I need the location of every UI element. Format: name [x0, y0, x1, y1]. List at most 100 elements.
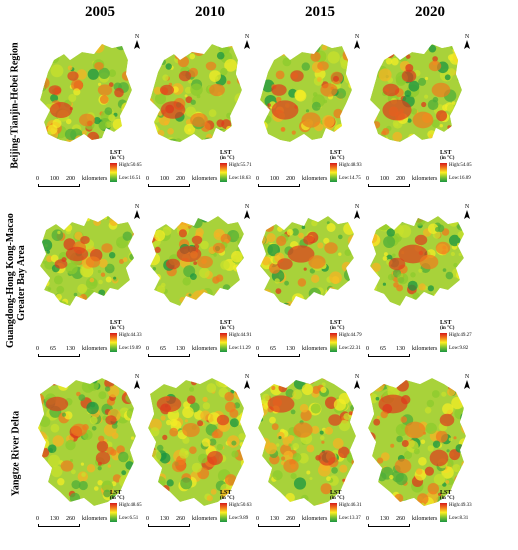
- lst-patch: [448, 216, 459, 227]
- lst-patch: [150, 72, 153, 78]
- lst-patch: [432, 440, 441, 448]
- lst-patch: [86, 401, 99, 415]
- lst-patch: [50, 423, 60, 433]
- lst-patch: [123, 483, 135, 495]
- lst-patch: [231, 450, 239, 458]
- lst-patch: [394, 122, 399, 127]
- lst-patch: [448, 437, 453, 442]
- lst-patch: [349, 279, 354, 286]
- scale-bar-line: [38, 524, 80, 527]
- lst-patch: [63, 238, 76, 251]
- scale-label: 100: [270, 176, 279, 182]
- lst-patch: [278, 436, 282, 440]
- lst-patch: [89, 416, 98, 425]
- legend-high: High:48.93: [339, 163, 362, 168]
- scale-label: 260: [286, 516, 295, 522]
- lst-patch: [166, 142, 179, 155]
- lst-patch: [390, 208, 397, 215]
- lst-patch: [413, 448, 420, 455]
- lst-patch: [198, 289, 208, 299]
- lst-patch: [72, 138, 83, 142]
- lst-patch: [279, 504, 284, 506]
- lst-patch: [148, 390, 151, 397]
- lst-patch: [314, 311, 318, 315]
- lst-patch: [333, 108, 343, 119]
- legend-color-ramp: [110, 163, 117, 182]
- lst-patch: [114, 30, 124, 39]
- lst-patch: [231, 44, 241, 51]
- lst-patch: [457, 242, 461, 247]
- column-heading-2015: 2015: [305, 4, 335, 20]
- lst-patch: [140, 372, 147, 384]
- lst-patch: [442, 378, 451, 383]
- lst-patch: [31, 148, 40, 157]
- lst-patch: [426, 399, 435, 408]
- legend-low: Low:13.37: [339, 516, 361, 521]
- lst-patch: [39, 319, 49, 329]
- lst-patch: [412, 32, 418, 38]
- lst-patch: [33, 409, 37, 413]
- lst-patch: [40, 80, 41, 91]
- hot-spot: [54, 259, 68, 269]
- lst-patch: [194, 331, 205, 340]
- hot-spot: [428, 60, 442, 72]
- lst-patch: [346, 452, 356, 463]
- lst-patch: [375, 490, 389, 503]
- lst-patch: [348, 307, 357, 316]
- lst-patch: [446, 200, 459, 210]
- map-panel-1-1: N LST (in °C) High:44.91 Low:11.29 0 65 130 kilo…: [140, 200, 265, 368]
- lst-patch: [188, 137, 193, 142]
- lst-patch: [281, 456, 286, 461]
- legend-title: LST: [110, 320, 122, 326]
- lst-patch: [332, 438, 344, 449]
- legend-color-ramp: [220, 503, 227, 522]
- lst-patch: [299, 403, 309, 413]
- lst-patch: [31, 200, 37, 205]
- hot-spot: [301, 112, 321, 128]
- hot-spot: [182, 422, 200, 438]
- lst-patch: [144, 51, 149, 56]
- lst-patch: [329, 202, 339, 212]
- lst-patch: [140, 399, 143, 404]
- north-arrow-glyph: [134, 380, 140, 389]
- lst-patch: [427, 445, 434, 452]
- lst-patch: [93, 201, 104, 212]
- lst-patch: [348, 411, 353, 416]
- lst-patch: [258, 379, 266, 392]
- legend-low: Low:22.31: [339, 346, 361, 351]
- lst-patch: [313, 146, 317, 150]
- legend-low: Low:6.51: [119, 516, 139, 521]
- lst-patch: [250, 455, 256, 465]
- lst-patch: [52, 118, 62, 128]
- lst-patch: [38, 431, 48, 444]
- lst-patch: [140, 151, 147, 161]
- lst-patch: [38, 422, 41, 434]
- lst-patch: [391, 216, 400, 218]
- lst-patch: [181, 321, 188, 328]
- lst-patch: [416, 158, 424, 166]
- lst-patch: [40, 113, 43, 125]
- lst-raster-map: [260, 44, 352, 150]
- lst-patch: [178, 229, 187, 238]
- lst-patch: [46, 201, 51, 206]
- lst-patch: [350, 482, 356, 493]
- lst-patch: [118, 475, 131, 488]
- lst-patch: [166, 479, 174, 487]
- lst-patch: [150, 286, 155, 294]
- lst-patch: [140, 299, 147, 306]
- lst-patch: [382, 256, 388, 261]
- lst-patch: [260, 274, 265, 283]
- lst-patch: [308, 326, 315, 333]
- lst-patch: [107, 385, 120, 398]
- lst-patch: [449, 52, 462, 65]
- lst-patch: [141, 50, 148, 57]
- hot-spot: [48, 85, 62, 95]
- lst-patch: [302, 370, 310, 377]
- lst-patch: [331, 208, 339, 216]
- lst-patch: [239, 442, 244, 447]
- lst-patch: [44, 244, 48, 248]
- lst-raster-map: [140, 44, 242, 161]
- lst-patch: [86, 464, 96, 473]
- lst-patch: [148, 489, 160, 502]
- lst-patch: [329, 137, 340, 142]
